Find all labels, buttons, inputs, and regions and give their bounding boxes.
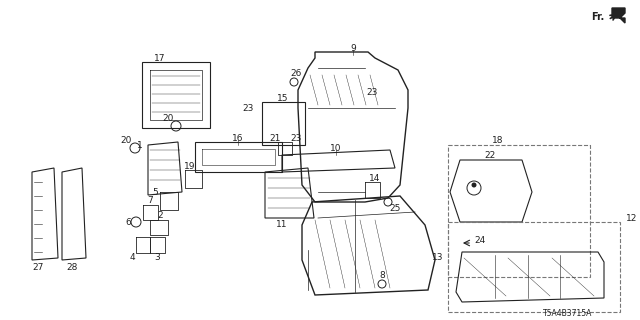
Text: 21: 21 — [269, 133, 281, 142]
Text: 11: 11 — [276, 220, 288, 228]
Text: 4: 4 — [129, 253, 135, 262]
Text: 17: 17 — [154, 53, 166, 62]
Text: 20: 20 — [120, 135, 132, 145]
Circle shape — [472, 182, 477, 188]
Text: 23: 23 — [291, 133, 301, 142]
Text: T5A4B3715A: T5A4B3715A — [543, 309, 593, 318]
Text: 25: 25 — [389, 204, 401, 212]
Text: 19: 19 — [184, 162, 196, 171]
Text: 15: 15 — [277, 93, 289, 102]
Text: 2: 2 — [157, 211, 163, 220]
Bar — [448, 222, 620, 312]
Text: 26: 26 — [291, 68, 301, 77]
Text: 14: 14 — [369, 173, 381, 182]
Text: 3: 3 — [154, 253, 160, 262]
Text: 23: 23 — [366, 87, 378, 97]
Bar — [448, 145, 590, 277]
Text: 13: 13 — [432, 253, 444, 262]
Text: 18: 18 — [492, 135, 504, 145]
Text: 10: 10 — [330, 143, 342, 153]
Text: 16: 16 — [232, 133, 244, 142]
Text: 8: 8 — [379, 271, 385, 281]
Text: 24: 24 — [474, 236, 486, 244]
Text: 12: 12 — [627, 213, 637, 222]
Text: 9: 9 — [350, 44, 356, 52]
Polygon shape — [612, 8, 625, 23]
Text: 22: 22 — [484, 150, 495, 159]
Text: 20: 20 — [163, 114, 173, 123]
Text: 5: 5 — [152, 188, 158, 196]
Text: 6: 6 — [125, 218, 131, 227]
Text: 27: 27 — [32, 263, 44, 273]
Text: 28: 28 — [67, 263, 77, 273]
Text: 7: 7 — [147, 196, 153, 204]
Text: 23: 23 — [243, 103, 253, 113]
Text: 1: 1 — [137, 140, 143, 149]
Text: Fr.: Fr. — [591, 12, 605, 22]
